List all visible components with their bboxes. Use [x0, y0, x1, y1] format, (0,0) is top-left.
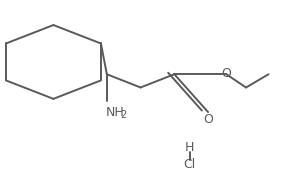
Text: NH: NH	[105, 106, 124, 119]
Text: O: O	[222, 67, 231, 80]
Text: Cl: Cl	[184, 158, 196, 171]
Text: O: O	[203, 113, 213, 126]
Text: 2: 2	[120, 110, 127, 120]
Text: H: H	[185, 141, 195, 154]
